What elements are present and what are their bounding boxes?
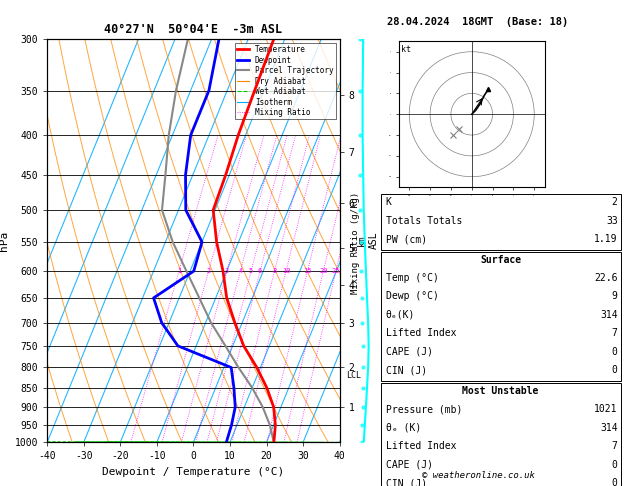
Text: 0: 0: [612, 478, 618, 486]
Text: 7: 7: [612, 441, 618, 451]
Text: CIN (J): CIN (J): [386, 365, 426, 375]
Text: LCL: LCL: [347, 371, 362, 380]
Text: CIN (J): CIN (J): [386, 478, 426, 486]
Text: 0: 0: [612, 347, 618, 357]
Text: K: K: [386, 197, 391, 207]
Text: 314: 314: [600, 423, 618, 433]
Text: PW (cm): PW (cm): [386, 234, 426, 244]
Text: 20: 20: [319, 268, 328, 274]
Text: 5: 5: [249, 268, 253, 274]
X-axis label: Dewpoint / Temperature (°C): Dewpoint / Temperature (°C): [103, 467, 284, 477]
Text: 0: 0: [612, 365, 618, 375]
Text: Dewp (°C): Dewp (°C): [386, 292, 438, 301]
Text: 314: 314: [600, 310, 618, 320]
Text: 9: 9: [612, 292, 618, 301]
Text: 2: 2: [206, 268, 211, 274]
Text: 28.04.2024  18GMT  (Base: 18): 28.04.2024 18GMT (Base: 18): [387, 17, 569, 27]
Text: Most Unstable: Most Unstable: [462, 386, 539, 396]
Text: 6: 6: [258, 268, 262, 274]
Text: Pressure (mb): Pressure (mb): [386, 404, 462, 414]
Text: 8: 8: [272, 268, 277, 274]
Text: 2: 2: [612, 197, 618, 207]
Text: Totals Totals: Totals Totals: [386, 216, 462, 226]
Y-axis label: hPa: hPa: [0, 230, 9, 251]
Text: 3: 3: [225, 268, 229, 274]
Text: 1: 1: [177, 268, 181, 274]
Text: θₑ(K): θₑ(K): [386, 310, 415, 320]
Legend: Temperature, Dewpoint, Parcel Trajectory, Dry Adiabat, Wet Adiabat, Isotherm, Mi: Temperature, Dewpoint, Parcel Trajectory…: [235, 43, 336, 120]
Text: CAPE (J): CAPE (J): [386, 347, 433, 357]
Text: 1021: 1021: [594, 404, 618, 414]
Text: 10: 10: [282, 268, 290, 274]
Text: 7: 7: [612, 329, 618, 338]
Y-axis label: km
ASL: km ASL: [357, 232, 379, 249]
Text: 25: 25: [331, 268, 340, 274]
Text: CAPE (J): CAPE (J): [386, 460, 433, 469]
Text: 4: 4: [238, 268, 242, 274]
Text: 33: 33: [606, 216, 618, 226]
Text: θₑ (K): θₑ (K): [386, 423, 421, 433]
Text: 22.6: 22.6: [594, 273, 618, 283]
Text: 15: 15: [303, 268, 312, 274]
Text: Temp (°C): Temp (°C): [386, 273, 438, 283]
Text: kt: kt: [401, 46, 411, 54]
Text: 0: 0: [612, 460, 618, 469]
Text: Surface: Surface: [480, 255, 521, 264]
Text: Lifted Index: Lifted Index: [386, 329, 456, 338]
Text: 1.19: 1.19: [594, 234, 618, 244]
Text: © weatheronline.co.uk: © weatheronline.co.uk: [421, 471, 535, 480]
Text: Mixing Ratio (g/kg): Mixing Ratio (g/kg): [351, 192, 360, 294]
Text: Lifted Index: Lifted Index: [386, 441, 456, 451]
Title: 40°27'N  50°04'E  -3m ASL: 40°27'N 50°04'E -3m ASL: [104, 23, 282, 36]
